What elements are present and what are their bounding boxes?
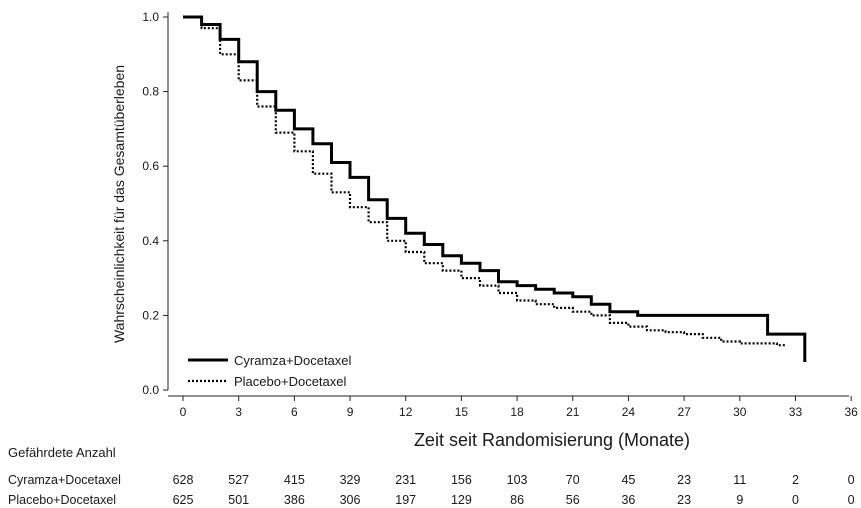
- risk-value: 197: [395, 493, 416, 507]
- x-tick-label: 15: [455, 405, 469, 419]
- series-lines: [183, 15, 807, 362]
- risk-value: 306: [340, 493, 361, 507]
- risk-value: 129: [451, 493, 472, 507]
- y-tick-label: 0.8: [142, 85, 159, 99]
- risk-value: 415: [284, 473, 305, 487]
- risk-value: 501: [228, 493, 249, 507]
- risk-value: 23: [677, 473, 691, 487]
- legend-label: Placebo+Docetaxel: [234, 374, 346, 389]
- legend-label: Cyramza+Docetaxel: [234, 353, 352, 368]
- risk-value: 70: [566, 473, 580, 487]
- x-tick-label: 18: [510, 405, 524, 419]
- x-tick-label: 36: [844, 405, 858, 419]
- series-placebo-line: [183, 15, 787, 347]
- risk-table: Cyramza+Docetaxel 628 527 415 329 231 156 103 70…: [8, 473, 855, 507]
- risk-value: 156: [451, 473, 472, 487]
- risk-row-label: Cyramza+Docetaxel: [8, 473, 121, 487]
- y-axis-ticks: 0.0 0.2 0.4 0.6 0.8 1.0: [142, 10, 168, 397]
- risk-value: 9: [736, 493, 743, 507]
- legend: Cyramza+Docetaxel Placebo+Docetaxel: [188, 353, 352, 389]
- y-tick-label: 0.0: [142, 383, 159, 397]
- risk-value: 329: [340, 473, 361, 487]
- series-cyramza-line: [183, 15, 807, 362]
- risk-table-title: Gefährdete Anzahl: [8, 445, 116, 460]
- risk-value: 103: [507, 473, 528, 487]
- risk-value: 527: [228, 473, 249, 487]
- x-tick-label: 27: [677, 405, 691, 419]
- x-tick-label: 21: [566, 405, 580, 419]
- x-axis-label: Zeit seit Randomisierung (Monate): [414, 430, 690, 450]
- x-tick-label: 9: [347, 405, 354, 419]
- risk-value: 625: [173, 493, 194, 507]
- risk-value: 45: [621, 473, 635, 487]
- x-tick-label: 30: [733, 405, 747, 419]
- risk-value: 11: [733, 473, 746, 487]
- risk-value: 23: [677, 493, 691, 507]
- risk-value: 386: [284, 493, 305, 507]
- x-tick-label: 33: [789, 405, 803, 419]
- risk-value: 0: [792, 493, 799, 507]
- y-tick-label: 0.2: [142, 308, 159, 322]
- risk-value: 0: [848, 473, 855, 487]
- x-tick-label: 6: [291, 405, 298, 419]
- x-tick-label: 3: [235, 405, 242, 419]
- risk-value: 56: [566, 493, 580, 507]
- x-tick-label: 24: [622, 405, 636, 419]
- risk-row-label: Placebo+Docetaxel: [8, 493, 116, 507]
- risk-value: 0: [848, 493, 855, 507]
- x-tick-label: 12: [399, 405, 413, 419]
- y-tick-label: 0.4: [142, 234, 159, 248]
- risk-value: 628: [173, 473, 194, 487]
- axes: [167, 12, 849, 397]
- risk-value: 231: [395, 473, 416, 487]
- y-axis-label: Wahrscheinlichkeit für das Gesamtüberleb…: [111, 65, 127, 343]
- risk-value: 2: [792, 473, 799, 487]
- risk-value: 36: [621, 493, 635, 507]
- y-tick-label: 0.6: [142, 159, 159, 173]
- x-tick-label: 0: [180, 405, 187, 419]
- x-axis-ticks: 0 3 6 9 12 15 18 21 24 27 30 33 36: [180, 396, 858, 419]
- risk-value: 86: [510, 493, 524, 507]
- y-tick-label: 1.0: [142, 10, 159, 24]
